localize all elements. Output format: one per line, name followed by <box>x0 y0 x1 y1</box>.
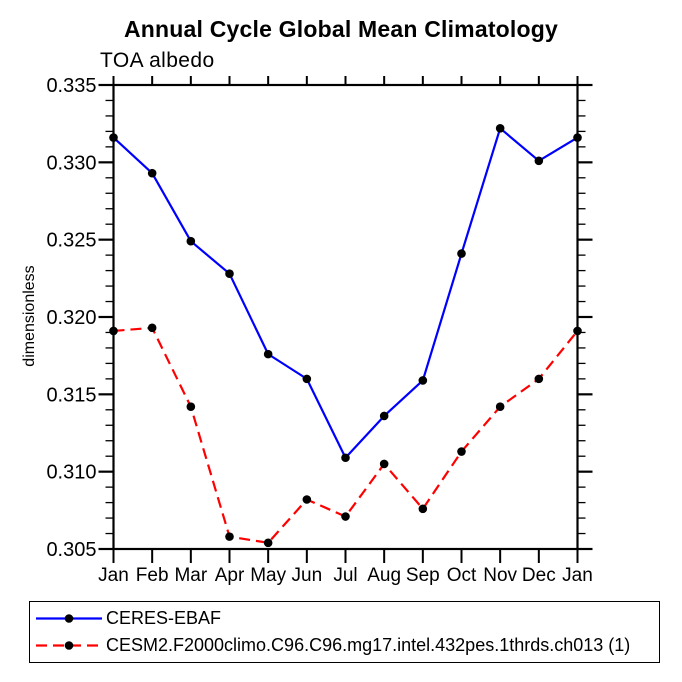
series-line-1 <box>113 326 579 544</box>
x-tick-label: Jan <box>98 565 129 586</box>
series-0-marker <box>109 133 118 142</box>
x-tick-label: Mar <box>174 565 207 586</box>
series-1-marker <box>379 459 389 469</box>
series-1-marker <box>341 512 350 521</box>
y-tick-label: 0.325 <box>46 230 96 252</box>
series-0-marker <box>225 269 234 278</box>
series-1-marker <box>263 538 273 548</box>
series-1-marker <box>109 326 118 336</box>
legend-label-cesm2: CESM2.F2000climo.C96.C96.mg17.intel.432p… <box>106 635 631 655</box>
series-0-marker <box>379 411 389 421</box>
x-tick-label: May <box>250 565 286 586</box>
series-0-marker <box>341 453 350 463</box>
series-1-marker <box>302 495 312 504</box>
plot-box <box>112 83 579 551</box>
x-tick-label: Feb <box>136 565 169 586</box>
legend-marker-dot <box>64 641 74 650</box>
series-1-marker <box>495 402 505 412</box>
legend-item-cesm2: CESM2.F2000climo.C96.C96.mg17.intel.432p… <box>30 632 659 659</box>
line-chart-plot: Jan Feb Mar Apr May Jun Jul Aug Sep Oct Nov Dec Jan0… <box>46 75 593 586</box>
legend-line-sample-solid <box>36 614 102 623</box>
x-tick-label: Jul <box>333 565 357 586</box>
y-tick-label: 0.335 <box>46 75 96 97</box>
series-0-marker <box>186 236 196 246</box>
series-1-marker <box>186 402 196 412</box>
legend-line-sample-dashed <box>36 641 102 650</box>
x-tick-label: Apr <box>215 565 245 586</box>
y-tick-label: 0.315 <box>46 384 96 406</box>
legend-label-ceres: CERES-EBAF <box>106 608 222 628</box>
series-1-marker <box>418 504 428 514</box>
legend-item-ceres: CERES-EBAF <box>30 605 659 632</box>
y-tick-label: 0.305 <box>46 539 96 561</box>
series-0-marker <box>457 249 466 258</box>
series-1-marker <box>147 323 157 333</box>
y-tick-label: 0.320 <box>46 307 96 329</box>
series-line-0 <box>112 127 579 459</box>
y-tick-label: 0.310 <box>46 462 96 484</box>
series-0-marker <box>302 374 312 384</box>
chart-subtitle: TOA albedo <box>100 49 215 72</box>
legend: CERES-EBAF CESM2.F2000climo.C96.C96.mg17… <box>29 601 660 663</box>
series-1-marker <box>457 447 466 456</box>
x-tick-label: Sep <box>406 565 440 586</box>
x-tick-label: Dec <box>522 565 556 586</box>
x-tick-label: Jan <box>562 565 593 586</box>
x-tick-label: Oct <box>447 565 477 586</box>
series-1-marker <box>573 326 582 336</box>
series-0-marker <box>573 133 582 142</box>
y-tick-label: 0.330 <box>46 152 96 174</box>
series-0-marker <box>147 168 157 178</box>
chart-title: Annual Cycle Global Mean Climatology <box>123 16 559 42</box>
series-0-marker <box>495 124 505 133</box>
x-tick-label: Nov <box>483 565 517 586</box>
x-tick-label: Aug <box>367 565 401 586</box>
legend-marker-dot <box>64 614 74 623</box>
series-0-marker <box>418 376 428 385</box>
x-tick-label: Jun <box>292 565 323 586</box>
series-0-marker <box>263 349 273 359</box>
series-1-marker <box>534 374 544 384</box>
series-0-marker <box>534 156 544 166</box>
series-1-marker <box>225 532 234 541</box>
